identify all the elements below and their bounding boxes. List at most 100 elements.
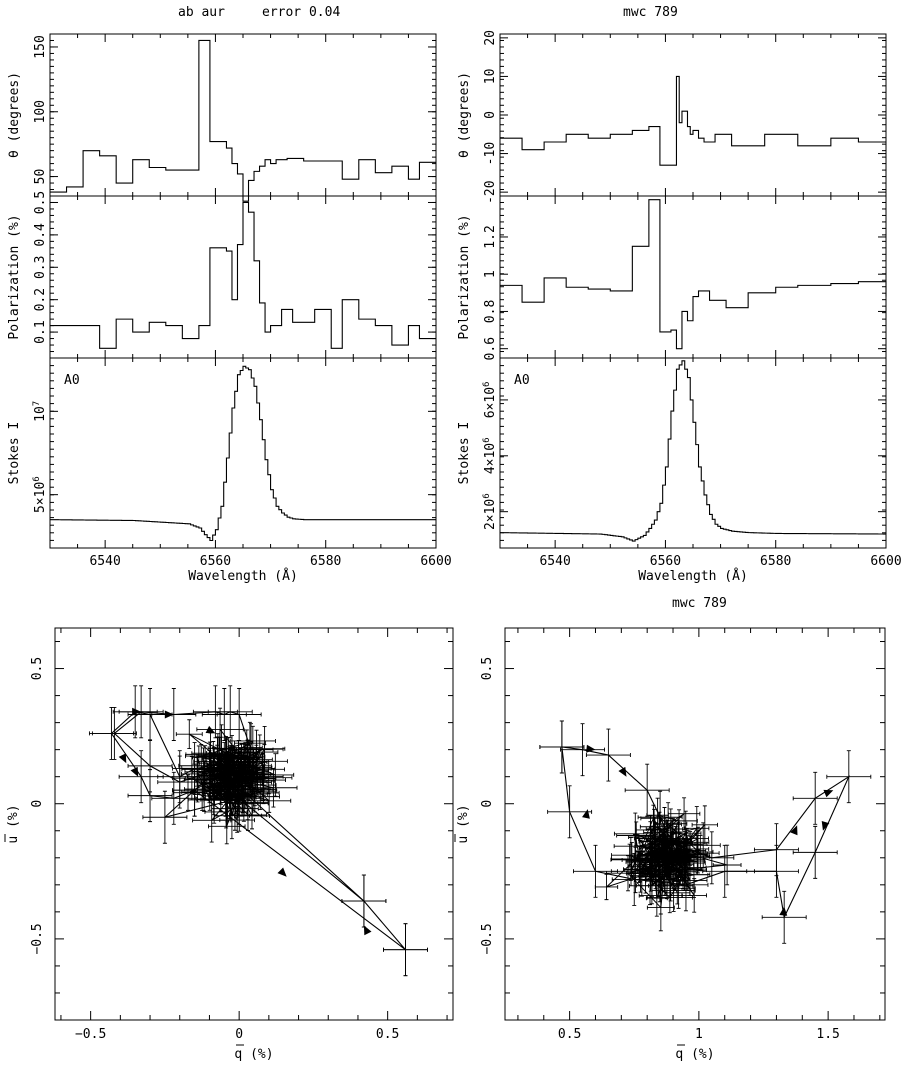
mwc-theta-ylabel: θ (degrees) (457, 72, 472, 158)
mwc-stokes-series-line (500, 360, 887, 542)
abaur-qu-panel: −0.5 0 0.5 −0.5 0 0.5 q (%) u (%) (4, 627, 454, 1062)
title-error: error 0.04 (262, 5, 340, 20)
abaur-qu-point-errorbar (210, 744, 256, 798)
abaur-qu-ylabel: u (%) (6, 804, 21, 843)
mwc-qu-arrowhead (582, 809, 590, 819)
abaur-qu-arrowhead (363, 925, 372, 936)
mwc-stokes-xtick-label: 6580 (760, 554, 791, 569)
mwc-theta-series-line (500, 75, 886, 166)
abaur-stokes-series-line (50, 365, 436, 542)
mwc-qu-frame (504, 627, 886, 1021)
mwc-qu-point-errorbar (792, 825, 838, 879)
mwc-qu-arrowhead (821, 820, 830, 831)
mwc-qu-ytick-label: 0.5 (480, 657, 495, 680)
abaur-pol-ylabel: Polarization (%) (7, 214, 22, 339)
mwc-pol-panel: 0.6 0.8 1 1.2 Polarization (%) (457, 195, 887, 360)
mwc-stokes-xtick-label: 6600 (870, 554, 901, 569)
abaur-stokes-ytick-label: 107 (32, 401, 48, 422)
mwc-qu-point-errorbar (585, 728, 631, 782)
mwc-qu-cloud-errorbars (594, 797, 742, 932)
mwc-qu-ytick-label: 0 (480, 800, 495, 808)
abaur-qu-point-errorbar (192, 685, 238, 739)
mwc-qu-loop-path (561, 746, 851, 920)
mwc-pol-ytick-label: 1.2 (483, 225, 498, 248)
mwc-qu-point-errorbar (650, 817, 696, 871)
mwc-stokes-ytick-exponent: 6 (482, 437, 492, 442)
mwc-theta-frame (499, 33, 887, 197)
abaur-qu-point-errorbar (91, 706, 137, 760)
abaur-theta-series-line (50, 39, 436, 202)
abaur-qu-frame (54, 627, 454, 1021)
abaur-qu-point-errorbar (181, 747, 226, 801)
mwc-stokes-ytick-label: 2×106 (482, 493, 498, 530)
mwc-qu-arrowhead (779, 906, 788, 916)
mwc-qu-ytick-label: −0.5 (480, 923, 495, 954)
mwc-stokes-ytick-label: 4×106 (482, 437, 498, 474)
mwc-qu-xtick-label: 1.5 (816, 1027, 839, 1042)
mwc-qu-xlabel: q (%) (675, 1047, 714, 1062)
abaur-qu-point-errorbar (201, 742, 247, 796)
mwc-stokes-panel: 6540 6560 6580 6600 2×106 4×106 6×106 Stokes I A… (457, 357, 902, 584)
mwc-qu-xtick-label: 0.5 (558, 1027, 581, 1042)
mwc-stokes-spectral-type: A0 (514, 373, 530, 388)
abaur-qu-point-errorbar (341, 874, 387, 928)
abaur-qu-point-errorbar (151, 771, 197, 825)
mwc-qu-point-errorbar (702, 844, 748, 898)
mwc-qu-point-errorbar (611, 852, 657, 906)
abaur-pol-ytick-label: 0.1 (33, 320, 48, 343)
abaur-pol-ytick-label: 0.5 (33, 191, 48, 214)
abaur-qu-xtick-label: −0.5 (75, 1027, 106, 1042)
title-mwc-top: mwc 789 (623, 5, 678, 20)
abaur-theta-ylabel: θ (degrees) (7, 72, 22, 158)
mwc-qu-arrowhead (823, 789, 834, 798)
mwc-theta-ytick-label: 20 (483, 30, 498, 46)
mwc-qu-arrowhead (790, 825, 798, 836)
mwc-qu-arrowhead (642, 865, 652, 874)
abaur-theta-ytick-label: 50 (33, 169, 48, 185)
mwc-qu-point-errorbar (826, 750, 872, 804)
mwc-theta-panel: -20 -10 0 10 20 θ (degrees) (457, 30, 887, 204)
abaur-qu-xtick-label: 0 (235, 1027, 243, 1042)
abaur-qu-point-errorbar (216, 771, 262, 825)
abaur-qu-point-errorbar (201, 688, 247, 741)
abaur-qu-point-errorbar (383, 923, 428, 977)
abaur-stokes-frame (49, 357, 437, 549)
abaur-qu-ytick-label: 0 (30, 800, 45, 808)
abaur-qu-point-errorbar (198, 736, 244, 790)
abaur-theta-ytick-label: 150 (33, 35, 48, 58)
abaur-pol-panel: 0.1 0.2 0.3 0.4 0.5 Polarization (%) (7, 191, 437, 359)
abaur-qu-ytick-label: 0.5 (30, 657, 45, 680)
mwc-stokes-ytick-exponent: 6 (482, 493, 492, 498)
mwc-qu-point-errorbar (637, 790, 683, 844)
abaur-qu-point-errorbar (222, 755, 268, 809)
abaur-stokes-xlabel: Wavelength (Å) (188, 568, 298, 584)
abaur-qu-arrowhead (205, 725, 216, 734)
abaur-qu-point-errorbar (127, 769, 173, 823)
mwc-qu-arrowhead (618, 766, 627, 777)
abaur-stokes-ylabel: Stokes I (7, 422, 22, 485)
abaur-pol-series-line (50, 201, 436, 349)
mwc-qu-point-errorbar (792, 771, 838, 825)
mwc-theta-ytick-label: 0 (483, 111, 498, 119)
mwc-qu-point-errorbar (624, 763, 670, 817)
mwc-stokes-ylabel: Stokes I (457, 422, 472, 485)
mwc-qu-xtick-label: 1 (695, 1027, 703, 1042)
abaur-stokes-ytick-exponent: 6 (32, 476, 42, 481)
mwc-qu-panel: 0.5 1 1.5 −0.5 0 0.5 q (%) u (%) (454, 627, 886, 1062)
mwc-pol-frame (499, 195, 887, 359)
abaur-qu-arrowhead (277, 867, 287, 877)
mwc-stokes-ytick-exponent: 6 (482, 382, 492, 387)
abaur-qu-point-errorbar (228, 723, 274, 777)
mwc-theta-ytick-label: 10 (483, 69, 498, 85)
mwc-stokes-ytick-label: 6×106 (482, 382, 498, 419)
abaur-stokes-spectral-type: A0 (64, 373, 80, 388)
abaur-qu-point-errorbar (118, 750, 164, 804)
abaur-qu-arrowhead (118, 753, 127, 764)
mwc-qu-point-errorbar (573, 844, 618, 898)
mwc-stokes-xtick-label: 6560 (650, 554, 681, 569)
abaur-stokes-xtick-label: 6600 (420, 554, 451, 569)
mwc-qu-point-errorbar (560, 723, 606, 777)
mwc-stokes-xlabel: Wavelength (Å) (638, 568, 748, 584)
abaur-qu-loop-path (110, 711, 406, 951)
